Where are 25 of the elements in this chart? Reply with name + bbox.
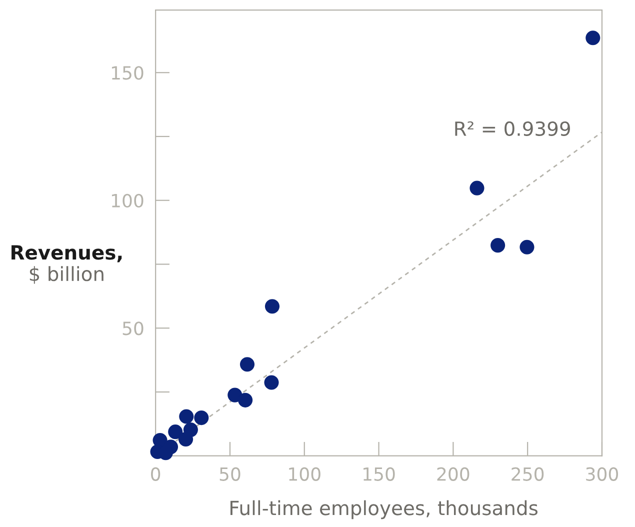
point: [240, 357, 255, 372]
y-axis-title: Revenues, $ billion: [12, 245, 122, 284]
y-tick-label: 50: [122, 322, 144, 336]
point: [264, 299, 280, 314]
x-tick-label: 0: [151, 467, 160, 481]
point: [179, 409, 194, 424]
y-tick-label: 100: [112, 194, 144, 208]
x-tick-label: 150: [364, 467, 395, 481]
point: [264, 375, 279, 390]
x-tick-label: 250: [512, 467, 544, 481]
point: [238, 392, 253, 408]
x-tick-label: 300: [586, 467, 618, 481]
point: [168, 424, 183, 440]
x-tick-label: 100: [289, 467, 320, 481]
point: [490, 238, 506, 253]
annotation: R² = 0.9399: [455, 121, 570, 136]
point: [178, 432, 194, 447]
x-axis-title: Full-time employees, thousands: [230, 500, 538, 520]
x-tick-label: 200: [437, 467, 470, 481]
point: [520, 240, 534, 254]
x-tick-label: 50: [220, 467, 240, 481]
point: [586, 30, 600, 46]
point: [194, 410, 209, 426]
point: [470, 180, 484, 196]
y-tick-label: 150: [112, 66, 144, 80]
